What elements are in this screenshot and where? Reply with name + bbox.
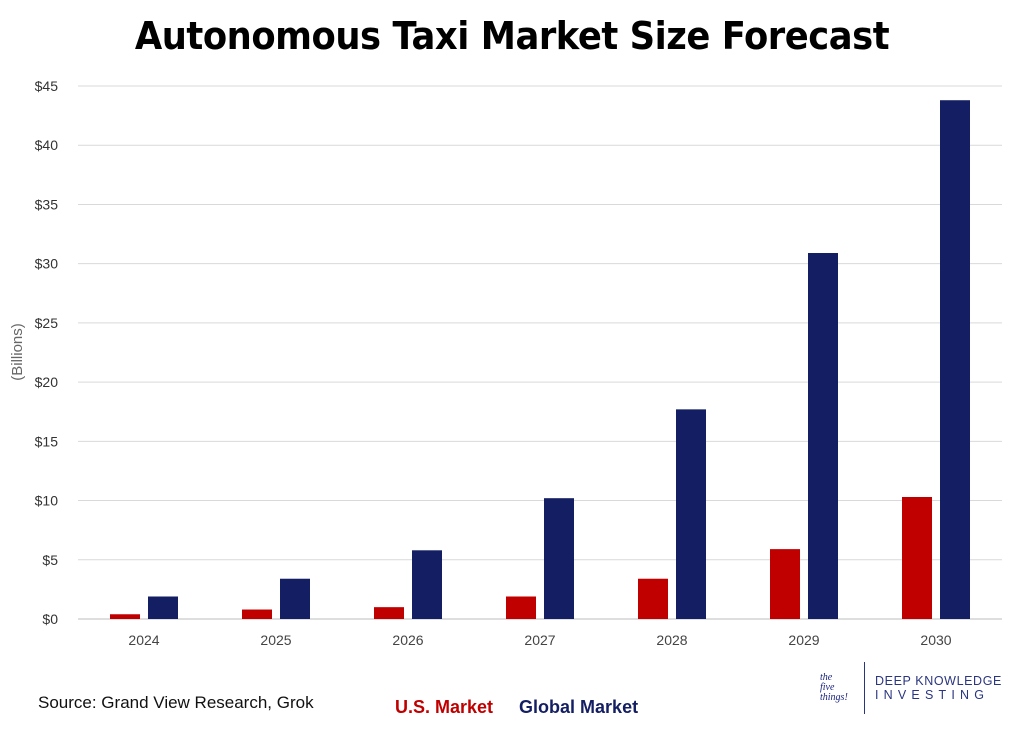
x-axis-ticks: 2024 2025 2026 2027 2028 2029 2030 — [128, 632, 951, 648]
logo-small-line: the — [820, 671, 833, 683]
x-tick-label: 2028 — [656, 632, 687, 648]
dki-logo-text: DEEP KNOWLEDGE INVESTING — [875, 674, 1002, 702]
logo-small-line: things! — [820, 691, 848, 703]
x-tick-label: 2024 — [128, 632, 159, 648]
bar-global-market — [148, 596, 178, 619]
bar-global-market — [280, 578, 310, 619]
bar-us-market — [506, 596, 536, 619]
bar-us-market — [242, 609, 272, 619]
logo-line2: INVESTING — [875, 687, 990, 702]
x-tick-label: 2029 — [788, 632, 819, 648]
chart-title: Autonomous Taxi Market Size Forecast — [134, 14, 890, 58]
bar-us-market — [638, 578, 668, 619]
legend: U.S. Market Global Market — [395, 697, 638, 718]
bar-us-market — [770, 549, 800, 619]
x-tick-label: 2027 — [524, 632, 555, 648]
x-tick-label: 2026 — [392, 632, 423, 648]
y-tick-label: $40 — [35, 137, 59, 153]
bar-global-market — [808, 253, 838, 620]
bar-us-market — [902, 497, 932, 619]
y-axis-label: (Billions) — [9, 323, 26, 381]
bar-global-market — [676, 409, 706, 619]
x-tick-label: 2030 — [920, 632, 951, 648]
bar-global-market — [412, 550, 442, 619]
y-tick-label: $35 — [35, 196, 59, 212]
y-axis-ticks: $0 $5 $10 $15 $20 $25 $30 $35 $40 $45 — [35, 78, 59, 627]
gridlines — [78, 85, 1002, 620]
legend-us-market: U.S. Market — [395, 697, 494, 717]
bar-us-market — [110, 614, 140, 619]
five-things-logo: the five things! — [820, 671, 860, 703]
y-tick-label: $20 — [35, 374, 59, 390]
y-tick-label: $15 — [35, 433, 59, 449]
logo-divider — [864, 661, 865, 714]
y-tick-label: $5 — [42, 552, 58, 568]
bar-global-market — [940, 100, 970, 620]
y-tick-label: $0 — [42, 611, 58, 627]
bar-global-market — [544, 498, 574, 619]
brand-logo: the five things! DEEP KNOWLEDGE INVESTIN… — [820, 660, 1005, 715]
legend-global-market: Global Market — [519, 697, 639, 717]
y-tick-label: $25 — [35, 315, 59, 331]
logo-small-line: five — [820, 681, 835, 693]
bar-us-market — [374, 607, 404, 619]
y-tick-label: $30 — [35, 256, 59, 272]
y-tick-label: $10 — [35, 493, 59, 509]
logo-line1: DEEP KNOWLEDGE — [875, 673, 1002, 688]
bars — [110, 100, 970, 620]
x-tick-label: 2025 — [260, 632, 291, 648]
bar-chart: $0$5$10$15$20$25$30$35$40$45 2024 2025 202… — [9, 78, 1002, 648]
source-note: Source: Grand View Research, Grok — [38, 693, 314, 712]
y-tick-label: $45 — [35, 78, 59, 94]
